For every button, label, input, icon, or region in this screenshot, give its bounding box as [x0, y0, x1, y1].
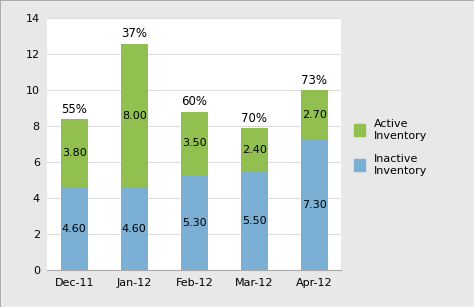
Legend: Active
Inventory, Inactive
Inventory: Active Inventory, Inactive Inventory — [354, 119, 428, 176]
Text: 5.50: 5.50 — [242, 216, 267, 226]
Text: 4.60: 4.60 — [122, 224, 146, 234]
Bar — [61, 188, 88, 270]
Text: 7.30: 7.30 — [302, 200, 327, 210]
Bar — [121, 44, 148, 188]
Bar — [61, 119, 88, 188]
Bar — [121, 188, 148, 270]
Bar — [241, 171, 268, 270]
Text: 60%: 60% — [182, 95, 207, 108]
Text: 55%: 55% — [61, 103, 87, 115]
Bar — [301, 90, 328, 139]
Text: 70%: 70% — [241, 111, 267, 125]
Text: 5.30: 5.30 — [182, 217, 207, 227]
Text: 4.60: 4.60 — [62, 224, 87, 234]
Text: 3.50: 3.50 — [182, 138, 207, 148]
Text: 73%: 73% — [301, 74, 328, 87]
Text: 8.00: 8.00 — [122, 111, 146, 121]
Text: 2.40: 2.40 — [242, 145, 267, 155]
Text: 37%: 37% — [121, 27, 147, 40]
Bar — [241, 128, 268, 171]
Bar — [181, 175, 208, 270]
Text: 3.80: 3.80 — [62, 148, 87, 158]
Bar — [181, 112, 208, 175]
Bar — [301, 139, 328, 270]
Text: 2.70: 2.70 — [302, 110, 327, 120]
